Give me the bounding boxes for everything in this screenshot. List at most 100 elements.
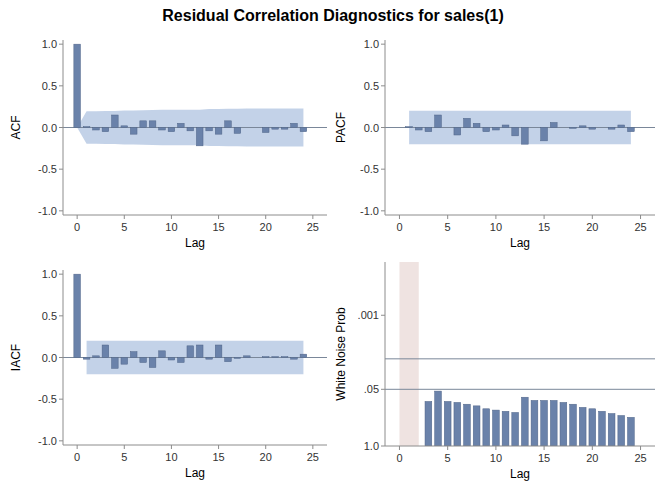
bar (168, 128, 175, 132)
x-axis-label: Lag (510, 467, 530, 481)
x-tick-label: 20 (260, 221, 272, 233)
x-tick (495, 446, 496, 450)
bar (112, 115, 119, 128)
bar (608, 128, 615, 130)
bar (493, 128, 500, 131)
x-tick (640, 446, 641, 450)
x-axis-line (385, 446, 655, 447)
x-tick-label: 15 (538, 221, 550, 233)
bar (187, 128, 194, 131)
x-tick (171, 215, 172, 219)
y-tick (59, 44, 63, 45)
x-tick (447, 215, 448, 219)
x-tick-label: 5 (445, 221, 451, 233)
y-tick (381, 169, 385, 170)
bar (300, 128, 307, 132)
y-tick (59, 210, 63, 211)
x-tick-label: 10 (165, 451, 177, 463)
y-tick-label: 1.0 (42, 268, 57, 280)
bar (415, 128, 422, 131)
bar (130, 128, 137, 135)
bar (291, 358, 298, 360)
x-tick (77, 215, 78, 219)
panel: -1.0-0.50.00.51.00510152025LagPACF (334, 38, 655, 250)
y-tick (381, 389, 385, 390)
y-tick-label: 1.0 (364, 38, 379, 50)
y-tick (59, 315, 63, 316)
panel: -1.0-0.50.00.51.00510152025LagACF (9, 38, 327, 250)
bar (130, 352, 137, 358)
x-tick-label: 25 (634, 452, 646, 464)
bar (215, 345, 222, 358)
y-tick-label: 0.5 (364, 80, 379, 92)
bar (262, 128, 269, 133)
x-tick (447, 446, 448, 450)
bar (560, 402, 567, 446)
x-tick-label: 20 (260, 451, 272, 463)
bar (531, 400, 538, 446)
y-tick-label: 0.0 (42, 122, 57, 134)
bar (502, 125, 509, 128)
x-tick (312, 215, 313, 219)
panel: -1.0-0.50.00.51.00510152025LagIACF (9, 268, 327, 480)
bar (454, 128, 461, 136)
bar (502, 411, 509, 446)
bar (159, 128, 166, 131)
y-tick (381, 315, 385, 316)
x-tick (312, 445, 313, 449)
x-tick-label: 10 (165, 221, 177, 233)
y-axis-label: PACF (334, 112, 348, 143)
x-axis-label: Lag (510, 236, 530, 250)
bar (425, 401, 432, 446)
bar (244, 356, 251, 358)
x-tick-label: 25 (634, 221, 646, 233)
bar (560, 127, 567, 128)
bar (83, 126, 90, 128)
x-tick (124, 445, 125, 449)
bar (102, 128, 109, 132)
bar (272, 356, 279, 358)
plot-area (385, 111, 655, 144)
plot-area (63, 274, 327, 374)
bar (281, 128, 288, 130)
bar (272, 128, 279, 130)
bar (149, 358, 156, 368)
bar (253, 127, 260, 128)
bar (589, 128, 596, 130)
bar (187, 346, 194, 358)
plot-area (63, 44, 327, 146)
bar (83, 358, 90, 360)
x-axis-label: Lag (185, 236, 205, 250)
x-tick (640, 215, 641, 219)
panel: 1.0.05.0010510152025LagWhite Noise Prob (334, 262, 655, 481)
bar (454, 402, 461, 446)
bar (579, 126, 586, 128)
x-tick-label: 20 (586, 221, 598, 233)
x-tick (265, 445, 266, 449)
x-tick (544, 215, 545, 219)
bar (444, 401, 451, 446)
y-tick-label: -1.0 (38, 435, 57, 447)
bar (473, 123, 480, 127)
reference-line (385, 389, 655, 390)
bar (570, 127, 577, 129)
x-tick (495, 215, 496, 219)
y-tick-label: 1.0 (42, 38, 57, 50)
y-axis-label: White Noise Prob (334, 307, 348, 401)
bar (140, 358, 147, 363)
bar (196, 128, 203, 146)
bar (149, 121, 156, 128)
bar (435, 391, 442, 446)
plot-area (385, 262, 655, 446)
y-axis-label: IACF (9, 344, 23, 371)
bar (521, 397, 528, 446)
y-tick (381, 127, 385, 128)
x-tick-label: 25 (307, 451, 319, 463)
y-tick (59, 399, 63, 400)
x-tick (124, 215, 125, 219)
bar (168, 358, 175, 361)
bar (512, 412, 519, 446)
y-tick (59, 357, 63, 358)
bar (74, 44, 81, 127)
bar (512, 128, 519, 136)
